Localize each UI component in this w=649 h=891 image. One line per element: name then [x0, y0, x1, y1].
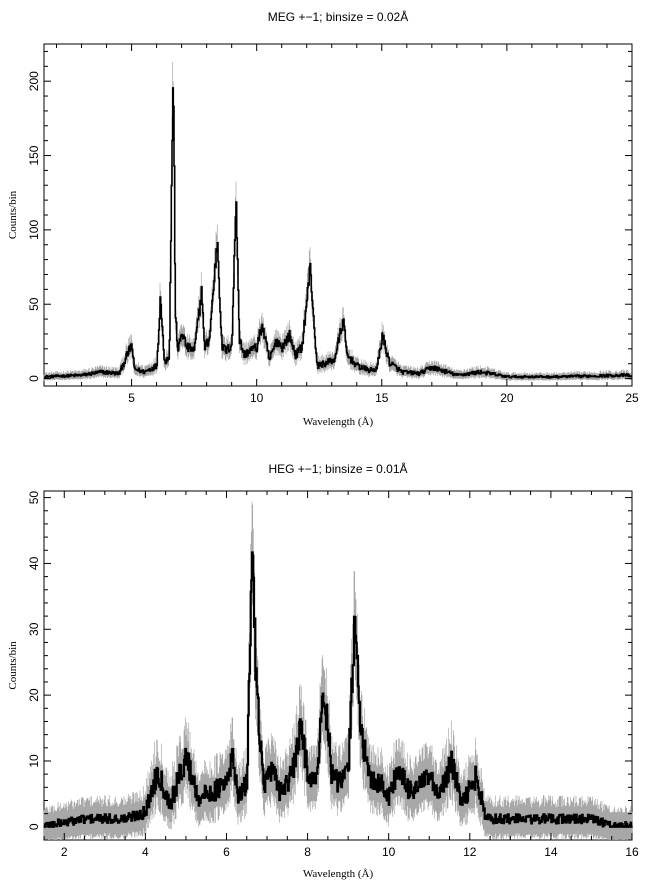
- x-tick-label: 16: [625, 845, 639, 859]
- error-bars: [43, 62, 632, 381]
- chart-panel-1: MEG +−1; binsize = 0.02Å 5 10 15 20 25 0 50 100 1…: [7, 9, 639, 428]
- x-tick-label: 25: [625, 391, 639, 405]
- x-tick-label: 5: [128, 391, 135, 405]
- x-tick-label: 10: [250, 391, 264, 405]
- x-tick-label: 6: [223, 845, 230, 859]
- x-tick-label: 14: [544, 845, 558, 859]
- chart-title: MEG +−1; binsize = 0.02Å: [268, 9, 408, 24]
- spectrum-line: [44, 87, 633, 379]
- y-tick-label: 0: [27, 375, 41, 382]
- x-axis-label: Wavelength (Å): [303, 416, 374, 428]
- x-tick-label: 12: [463, 845, 477, 859]
- spectrum-line: [43, 551, 633, 828]
- y-tick-label: 200: [27, 71, 41, 91]
- y-tick-label: 100: [27, 220, 41, 240]
- x-tick-label: 10: [382, 845, 396, 859]
- y-axis-label: Counts/bin: [7, 641, 19, 690]
- x-tick-label: 15: [375, 391, 389, 405]
- y-tick-label: 0: [27, 823, 41, 830]
- x-tick-label: 4: [142, 845, 149, 859]
- y-tick-label: 40: [27, 556, 41, 570]
- x-tick-label: 2: [61, 845, 68, 859]
- y-tick-label: 50: [27, 491, 41, 505]
- y-axis-label: Counts/bin: [7, 190, 19, 239]
- x-tick-label: 20: [500, 391, 514, 405]
- y-tick-label: 30: [27, 622, 41, 636]
- chart-panel-2: HEG +−1; binsize = 0.01Å 2 4 6 8 10 12 14 16 0 10 2…: [7, 461, 639, 880]
- chart-title: HEG +−1; binsize = 0.01Å: [268, 461, 407, 476]
- y-tick-label: 50: [27, 297, 41, 311]
- y-tick-label: 20: [27, 688, 41, 702]
- x-tick-label: 8: [304, 845, 311, 859]
- x-axis-label: Wavelength (Å): [303, 868, 374, 880]
- y-tick-label: 10: [27, 754, 41, 768]
- y-tick-label: 150: [27, 145, 41, 165]
- plot-frame: [43, 490, 633, 841]
